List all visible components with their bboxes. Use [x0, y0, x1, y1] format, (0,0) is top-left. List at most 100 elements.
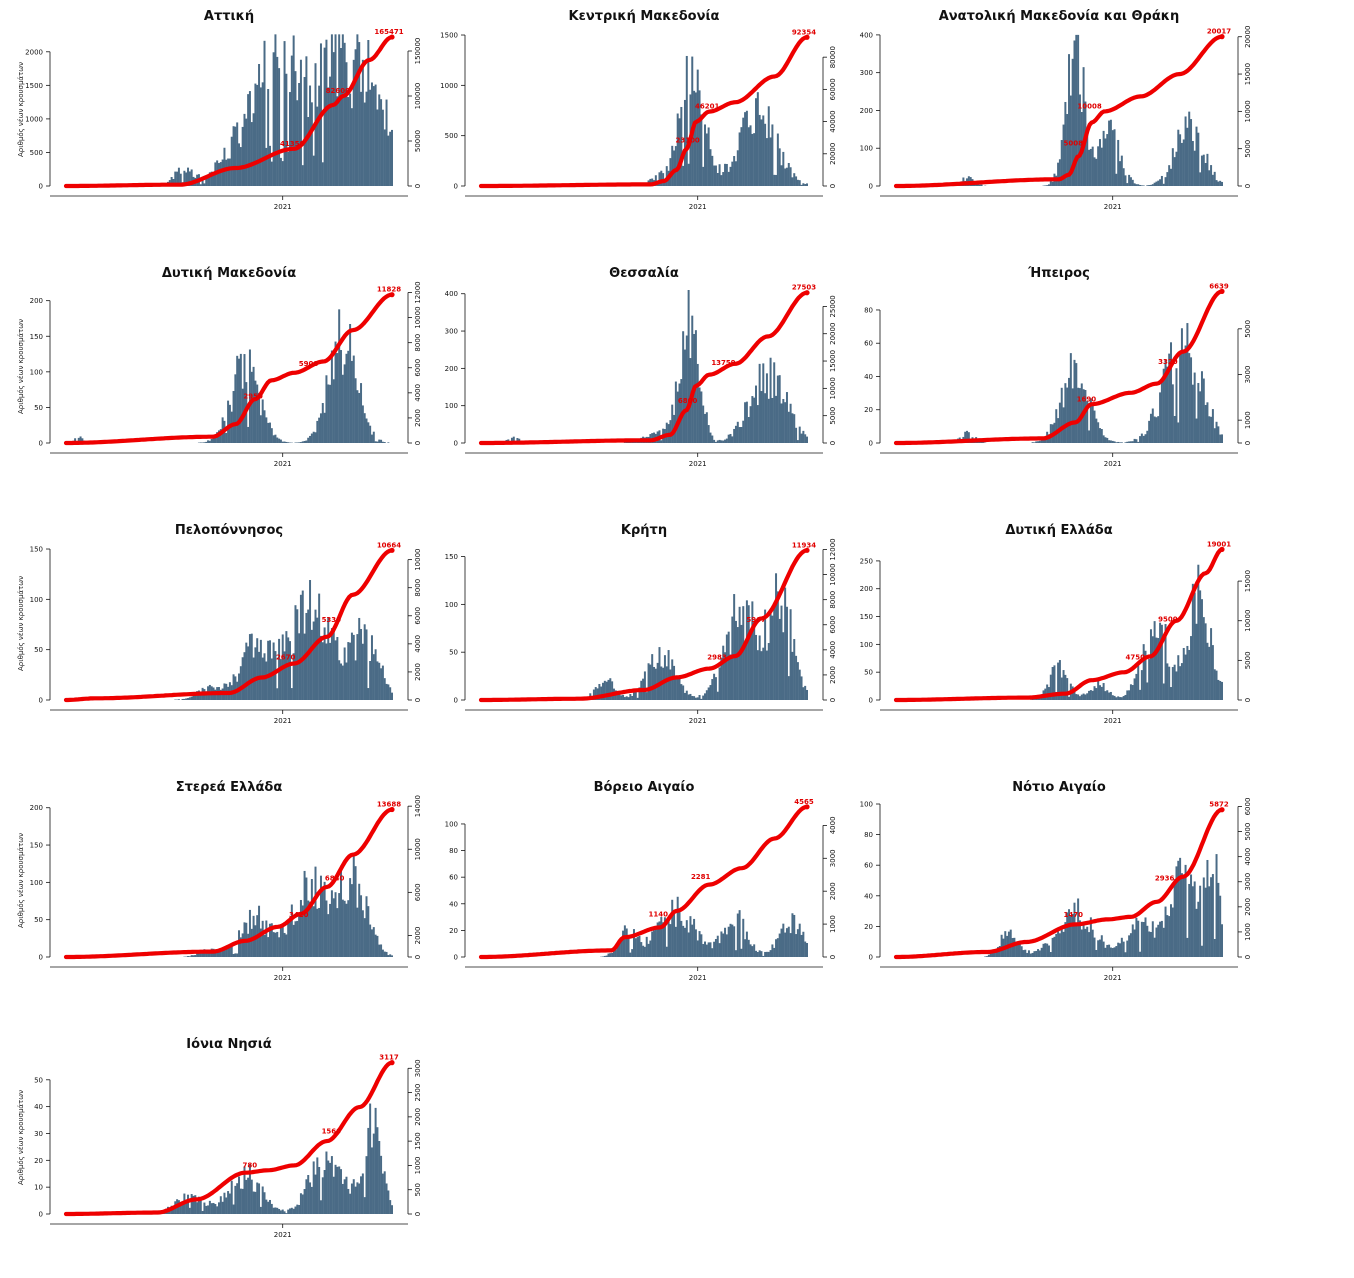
x-axis: 2021 [50, 710, 408, 725]
daily-bar [733, 429, 735, 443]
daily-bar [1097, 146, 1099, 186]
daily-bar [376, 661, 378, 700]
daily-bar [1055, 409, 1057, 443]
daily-bar [671, 146, 673, 186]
daily-bar [353, 635, 355, 700]
daily-bar [1032, 442, 1034, 443]
daily-bar [675, 382, 677, 443]
daily-bar [238, 1177, 240, 1214]
daily-bar [677, 114, 679, 186]
daily-bar [342, 34, 344, 186]
cumulative-annotation: 6840 [325, 874, 345, 882]
daily-bar [1075, 694, 1077, 700]
daily-bar [366, 419, 368, 443]
cumulative-annotation: 3420 [289, 911, 309, 919]
daily-bar [1035, 441, 1037, 443]
daily-bar [233, 674, 235, 700]
daily-bar [686, 56, 688, 186]
daily-bar [1179, 351, 1181, 443]
daily-bar [373, 86, 375, 186]
daily-bar [1155, 928, 1157, 957]
chart-title: Δυτική Ελλάδα [1005, 523, 1112, 538]
daily-bar [609, 953, 611, 957]
daily-bar [1088, 150, 1090, 186]
daily-bar [1028, 950, 1030, 957]
daily-bar [302, 441, 304, 443]
daily-bar [770, 137, 772, 186]
daily-bar [786, 607, 788, 700]
daily-bar [351, 108, 353, 186]
daily-bar [1216, 422, 1218, 443]
daily-bar [644, 671, 646, 700]
daily-bar [1166, 367, 1168, 443]
daily-bar [311, 879, 313, 957]
daily-bar [1077, 694, 1079, 700]
daily-bar [750, 406, 752, 443]
daily-bar [320, 413, 322, 443]
daily-bar [715, 939, 717, 957]
daily-bar [1186, 646, 1188, 700]
cumulative-annotation: 2950 [243, 393, 263, 401]
daily-bar [1050, 181, 1052, 186]
daily-bar [336, 1167, 338, 1214]
daily-bar [722, 934, 724, 957]
daily-bar [280, 158, 282, 186]
daily-bar [786, 392, 788, 443]
daily-bar [1086, 927, 1088, 957]
daily-bar [344, 364, 346, 443]
daily-bar [227, 401, 229, 443]
daily-bar [304, 634, 306, 700]
daily-bar [1117, 442, 1119, 443]
daily-bar [1201, 156, 1203, 186]
daily-bar [1139, 185, 1141, 186]
daily-bar [344, 647, 346, 700]
left-tick-label: 1000 [25, 115, 43, 123]
daily-bar [1108, 945, 1110, 957]
daily-bar [387, 442, 389, 443]
daily-bar [1110, 440, 1112, 443]
daily-bar [376, 1127, 378, 1214]
daily-bar [384, 952, 386, 957]
daily-bar [389, 954, 391, 957]
daily-bar [371, 929, 373, 957]
daily-bar [1201, 599, 1203, 700]
daily-bar [375, 441, 377, 443]
daily-bar [313, 906, 315, 957]
daily-bar [782, 924, 784, 957]
daily-bar [1206, 643, 1208, 700]
daily-bar [1117, 140, 1119, 186]
daily-bar [986, 956, 988, 957]
daily-bar [744, 642, 746, 700]
left-tick-label: 50 [34, 646, 43, 654]
left-tick-label: 40 [34, 1103, 43, 1111]
daily-bar [708, 942, 710, 957]
daily-bar [1061, 926, 1063, 957]
daily-bar [316, 909, 318, 957]
daily-bar [313, 622, 315, 700]
daily-bar [804, 184, 806, 186]
x-tick-label: 2021 [1104, 203, 1122, 211]
daily-bar [254, 381, 256, 443]
daily-bar [1059, 403, 1061, 443]
daily-bar [249, 91, 251, 186]
daily-bar [223, 950, 225, 957]
daily-bar [686, 920, 688, 957]
daily-bar [203, 442, 205, 443]
chart-title: Στερεά Ελλάδα [176, 780, 283, 795]
daily-bar [247, 934, 249, 957]
daily-bar [728, 927, 730, 957]
right-tick-label: 1000 [1244, 923, 1252, 941]
daily-bar [715, 442, 717, 443]
daily-bar [264, 410, 266, 443]
daily-bar [666, 423, 668, 443]
daily-bar [378, 94, 380, 186]
daily-bar [196, 1202, 198, 1214]
cumulative-annotation: 23100 [675, 137, 699, 145]
daily-bar [251, 1180, 253, 1214]
daily-bar [1183, 352, 1185, 443]
daily-bar [1126, 690, 1128, 700]
daily-bar [276, 57, 278, 186]
